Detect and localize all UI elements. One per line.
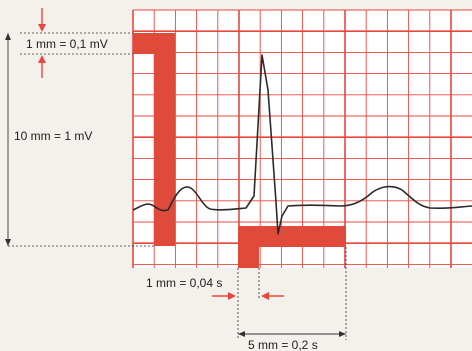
time-calibration-square xyxy=(238,246,259,268)
arrow-head-right-icon xyxy=(228,292,236,300)
arrow-left-icon xyxy=(238,331,245,337)
arrow-head-up-icon xyxy=(38,55,46,63)
arrow-down-icon xyxy=(5,239,11,246)
amplitude-calibration-bar xyxy=(154,33,175,246)
time-small-label: 1 mm = 0,04 s xyxy=(146,276,222,290)
time-large-label: 5 mm = 0,2 s xyxy=(248,338,318,351)
arrow-up-icon xyxy=(5,33,11,40)
time-calibration-bar xyxy=(238,226,346,247)
arrow-head-left-icon xyxy=(261,292,269,300)
amplitude-calibration-square xyxy=(133,33,154,54)
arrow-head-down-icon xyxy=(38,24,46,32)
ecg-trace xyxy=(132,54,472,235)
amplitude-small-label: 1 mm = 0,1 mV xyxy=(26,37,108,51)
amplitude-large-label: 10 mm = 1 mV xyxy=(14,129,92,143)
arrow-right-icon xyxy=(339,331,346,337)
